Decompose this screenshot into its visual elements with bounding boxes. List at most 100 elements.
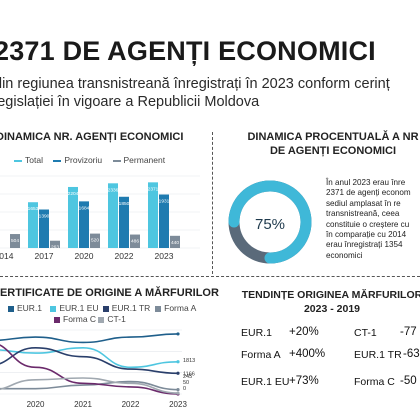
paragraph-line: sediul amplasat în re	[326, 198, 401, 208]
bar-provizoriu	[119, 196, 129, 248]
bar-value-label: 2336	[108, 187, 119, 193]
legend-label-forma-c: Forma C	[63, 314, 97, 324]
bar-provizoriu	[79, 201, 89, 248]
bar-total	[68, 186, 78, 248]
paragraph-line: economici	[326, 250, 363, 260]
legend-swatch-eur1-tr	[102, 305, 109, 312]
bar-value-label: 520	[91, 238, 99, 244]
legend-item-ct1: CT-1	[98, 314, 126, 324]
certificates-legend: EUR.1 EUR.1 EU EUR.1 TR Forma A Forma C …	[8, 303, 196, 325]
bar-value-label: 504	[11, 238, 19, 244]
legend-swatch-eur1-eu	[50, 305, 57, 312]
percent-heading-line-2: DE AGENȚI ECONOMICI	[269, 145, 397, 157]
legend-swatch-permanent	[112, 159, 121, 162]
percent-heading: DINAMICA PROCENTUALĂ A NR DE AGENȚI ECON…	[228, 130, 420, 158]
legend-swatch-ct1	[98, 316, 105, 323]
horizontal-divider	[0, 276, 420, 277]
trend-value: +73%	[289, 375, 319, 387]
series-end-point	[176, 391, 180, 395]
data-label: 0	[183, 386, 186, 392]
dynamics-legend: Total Provizoriu Permanent	[14, 155, 165, 165]
paragraph-line: în comparație cu 2014	[326, 230, 407, 240]
x-tick-label: 2020	[27, 400, 45, 409]
certificates-legend-row-2: Forma C CT-1	[8, 314, 196, 325]
trend-label: EUR.1 EU	[241, 376, 290, 388]
trend-value: +20%	[289, 326, 319, 338]
series-end-point	[176, 360, 180, 364]
series-end-point	[176, 332, 180, 336]
percent-heading-line-1: DINAMICA PROCENTUALĂ A NR	[247, 131, 419, 143]
data-label: 1813	[183, 358, 195, 364]
bar-total	[148, 182, 158, 248]
trend-value: -50	[400, 375, 417, 387]
legend-label-provizoriu: Provizoriu	[64, 155, 103, 165]
series-end-point	[176, 388, 180, 392]
bar-total	[108, 183, 118, 248]
certificates-legend-row-1: EUR.1 EUR.1 EU EUR.1 TR Forma A	[8, 303, 196, 314]
trend-label: CT-1	[354, 327, 377, 339]
bar-permanent	[90, 233, 100, 248]
trends-heading: TENDINȚE ORIGINEA MĂRFURILOR 2023 - 2019	[222, 288, 420, 316]
paragraph-line: erau înregistrați 1354	[326, 240, 403, 250]
legend-item-forma-c: Forma C	[54, 314, 96, 325]
certificates-heading: CERTIFICATE DE ORIGINE A MĂRFURILOR	[0, 287, 219, 299]
trend-value: -63	[403, 348, 420, 360]
x-tick-label: 2022	[122, 400, 140, 409]
trend-value: -77	[400, 326, 417, 338]
percent-gauge: 75%	[228, 180, 312, 264]
x-tick-label: 2017	[35, 251, 54, 261]
data-label: 245	[183, 374, 192, 380]
trends-heading-line-1: TENDINȚE ORIGINEA MĂRFURILOR	[241, 289, 420, 301]
bar-permanent	[130, 234, 140, 248]
series-end-point	[176, 371, 180, 375]
legend-label-ct1: CT-1	[107, 314, 126, 324]
paragraph-line: constituie o creștere cu	[326, 219, 410, 229]
bar-provizoriu	[159, 194, 169, 248]
page-subtitle: din regiunea transnistreană înregistrați…	[0, 75, 420, 111]
legend-item-forma-a: Forma A	[155, 303, 196, 313]
legend-label-eur1: EUR.1	[17, 303, 43, 313]
trend-label: Forma C	[354, 376, 395, 388]
legend-item-total: Total	[14, 155, 43, 165]
legend-item-eur1: EUR.1	[8, 303, 48, 314]
legend-item-eur1-tr: EUR.1 TR	[102, 303, 153, 314]
x-tick-label: 2022	[115, 251, 134, 261]
bar-value-label: 2371	[148, 186, 159, 192]
series-line	[0, 380, 179, 391]
legend-swatch-forma-a	[155, 305, 162, 312]
bar-permanent	[50, 240, 60, 248]
x-tick-label: 2020	[75, 251, 94, 261]
bar-value-label: 1390	[39, 214, 50, 220]
subtitle-line-1: din regiunea transnistreană înregistrați…	[0, 76, 390, 92]
trends-heading-line-2: 2023 - 2019	[303, 303, 361, 315]
paragraph-line: 2371 de agenți econom	[326, 188, 411, 198]
legend-label-eur1-tr: EUR.1 TR	[111, 303, 151, 313]
bar-value-label: 1931	[159, 199, 170, 205]
gauge-label: 75%	[255, 216, 285, 233]
data-label: 50	[183, 380, 189, 386]
series-line	[0, 377, 179, 394]
page-title: 2371 DE AGENȚI ECONOMICI	[0, 36, 376, 66]
legend-item-permanent: Permanent	[112, 155, 166, 165]
bar-total	[28, 202, 38, 248]
bar-value-label: 440	[171, 240, 179, 246]
gauge-fill	[228, 180, 312, 264]
x-tick-label: 2023	[169, 400, 187, 409]
bar-provizoriu	[39, 209, 49, 248]
legend-item-eur1-eu: EUR.1 EU	[50, 303, 100, 314]
x-tick-label: 2021	[74, 400, 92, 409]
legend-item-provizoriu: Provizoriu	[53, 155, 102, 165]
trend-value: +400%	[289, 348, 326, 360]
bar-permanent	[170, 235, 180, 248]
legend-label-eur1-eu: EUR.1 EU	[59, 303, 99, 313]
trend-label: EUR.1 TR	[354, 349, 402, 361]
subtitle-line-2: legislației în vigoare a Republicii Mold…	[0, 94, 260, 110]
legend-label-permanent: Permanent	[123, 155, 166, 165]
paragraph-line: În anul 2023 erau înre	[326, 178, 406, 187]
legend-swatch-eur1	[8, 305, 14, 312]
legend-swatch-forma-c	[54, 316, 60, 323]
legend-label-total: Total	[25, 155, 43, 165]
data-label: 3379	[183, 326, 195, 328]
x-tick-label: 2023	[155, 251, 174, 261]
